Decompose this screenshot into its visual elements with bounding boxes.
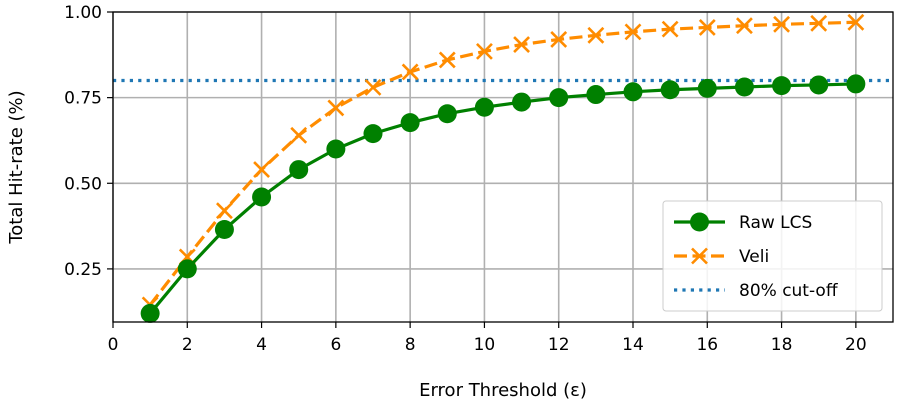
y-axis-ticks: 0.25 0.50 0.75 1.00: [64, 3, 113, 280]
veli-point: [698, 18, 716, 36]
veli-point: [253, 161, 270, 178]
x-tick-label: 6: [330, 335, 341, 355]
raw-lcs-point: [437, 104, 457, 124]
veli-point: [438, 51, 456, 69]
veli-point: [327, 99, 345, 117]
raw-lcs-point: [846, 74, 866, 94]
legend-veli-marker: [691, 247, 708, 265]
veli-point: [364, 78, 382, 96]
series-raw-lcs: [140, 74, 866, 323]
raw-lcs-point: [214, 220, 234, 240]
y-tick-label: 0.50: [64, 174, 102, 194]
raw-lcs-point: [586, 85, 606, 105]
y-axis-label: Total Hit-rate (%): [6, 90, 27, 244]
x-axis-label: Error Threshold (ε): [419, 380, 587, 401]
veli-point: [216, 202, 233, 220]
raw-lcs-point: [289, 160, 309, 180]
legend-veli-x: [691, 247, 708, 265]
x-axis-ticks: 0 2 4 6 8 10 12 14 16 18 20: [108, 322, 867, 355]
x-tick-label: 18: [771, 335, 793, 355]
legend-veli-label: Veli: [739, 247, 769, 267]
veli-point: [624, 23, 642, 41]
raw-lcs-point: [177, 259, 197, 279]
legend-raw-lcs-marker: [690, 212, 709, 232]
x-tick-label: 10: [474, 335, 496, 355]
grid-lines: [112, 11, 893, 322]
x-tick-label: 0: [108, 335, 119, 355]
y-tick-label: 0.25: [64, 260, 102, 280]
legend: Raw LCS Veli 80% cut-off: [662, 200, 883, 312]
legend-box: [662, 200, 883, 312]
veli-point: [736, 17, 753, 35]
x-tick-label: 20: [845, 335, 867, 355]
x-tick-label: 12: [548, 335, 570, 355]
veli-point: [810, 14, 828, 32]
x-tick-label: 2: [182, 335, 193, 355]
veli-point: [550, 30, 568, 48]
raw-lcs-point: [400, 113, 420, 133]
plot-frame: [112, 11, 894, 323]
x-tick-label: 14: [622, 335, 644, 355]
veli-point: [773, 15, 790, 33]
raw-lcs-point: [474, 97, 494, 117]
x-tick-label: 8: [405, 335, 416, 355]
raw-lcs-point: [697, 78, 717, 98]
x-tick-label: 4: [256, 335, 267, 355]
y-tick-label: 0.75: [64, 89, 102, 109]
y-tick-label: 1.00: [64, 3, 102, 23]
series-veli: [141, 13, 865, 314]
raw-lcs-point: [772, 76, 792, 96]
raw-lcs-point: [549, 88, 569, 108]
raw-lcs-point: [252, 187, 272, 207]
veli-point: [476, 42, 493, 60]
raw-lcs-point: [734, 77, 754, 97]
legend-cutoff-label: 80% cut-off: [739, 281, 839, 301]
raw-lcs-point: [140, 303, 160, 323]
raw-lcs-point: [809, 75, 829, 95]
raw-lcs-point: [512, 92, 532, 112]
raw-lcs-point: [363, 124, 383, 144]
veli-line: [148, 20, 856, 306]
veli-point: [290, 126, 308, 144]
veli-point: [587, 26, 605, 44]
veli-point: [513, 36, 530, 53]
veli-point: [661, 20, 679, 38]
raw-lcs-point: [660, 80, 680, 100]
raw-lcs-point: [326, 139, 346, 159]
raw-lcs-point: [623, 82, 643, 102]
veli-point: [401, 63, 419, 81]
x-tick-label: 16: [696, 335, 718, 355]
veli-point: [847, 13, 865, 31]
legend-raw-lcs-label: Raw LCS: [739, 213, 812, 233]
